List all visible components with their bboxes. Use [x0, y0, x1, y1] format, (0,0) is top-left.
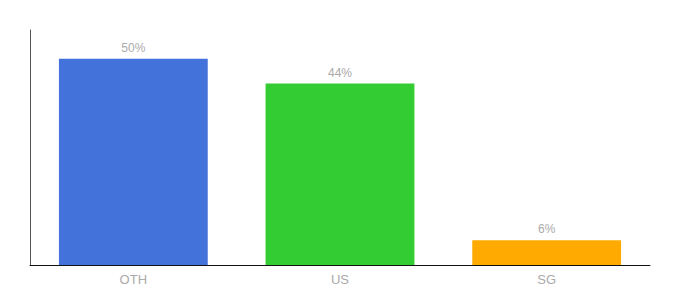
svg-text:50%: 50% — [121, 41, 145, 55]
svg-text:6%: 6% — [538, 222, 556, 236]
svg-text:US: US — [331, 272, 349, 287]
svg-text:44%: 44% — [328, 66, 352, 80]
svg-text:OTH: OTH — [120, 272, 147, 287]
svg-text:SG: SG — [537, 272, 556, 287]
